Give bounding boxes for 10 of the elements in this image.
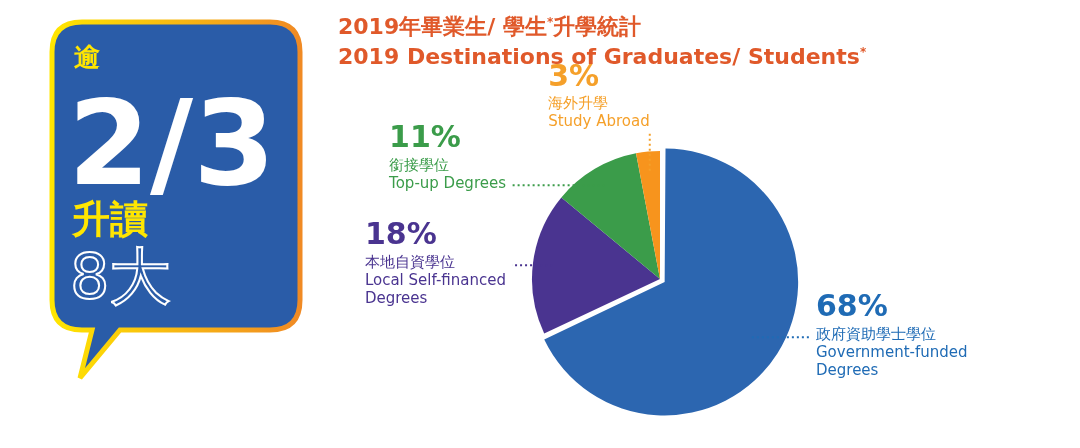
data-label: 68% [816,288,888,324]
data-label: 11% [389,119,461,155]
slice-label: 政府資助學士學位 Government-funded Degrees [816,324,968,379]
text: 8大 [70,240,172,313]
data-label: 18% [364,216,437,252]
chart-title: 2019年畢業生/ 學生$^{*}$升學統計 [338,13,642,41]
slice-label: 本地自資學位 Local Self-financed Degrees [364,252,507,307]
slice-label: 海外升學 Study Abroad [548,94,650,131]
text: 逾 [74,42,100,72]
slice-label: 銜接學位 Top-up Degrees [388,155,507,192]
